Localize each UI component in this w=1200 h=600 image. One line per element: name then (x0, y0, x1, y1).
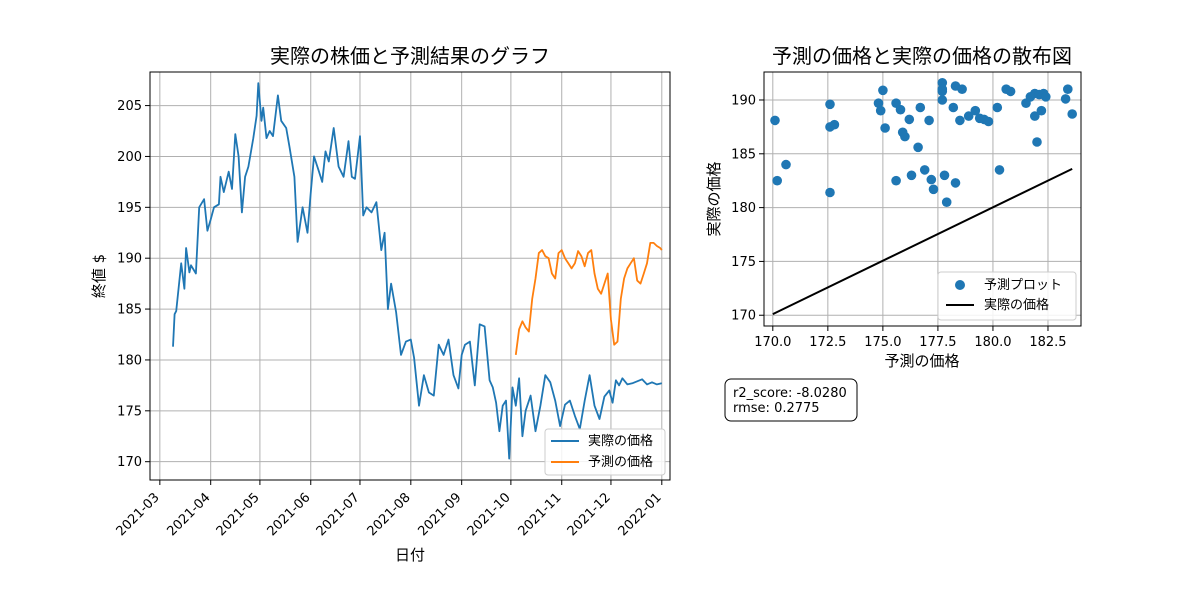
y-tick-label: 200 (117, 150, 142, 165)
scatter-point (873, 98, 884, 108)
scatter-point (941, 197, 952, 207)
scatter-chart-series (770, 78, 1077, 316)
scatter-point (829, 119, 840, 130)
x-tick-label: 182.5 (1029, 335, 1066, 350)
scatter-point (875, 105, 886, 116)
y-tick-label: 170 (731, 309, 756, 324)
legend-label-actual: 実際の価格 (588, 433, 653, 449)
scatter-point (948, 102, 959, 113)
scatter-point (1030, 111, 1040, 121)
x-tick-label: 175.0 (864, 335, 901, 350)
scatter-chart-legend-box (937, 271, 1077, 321)
scatter-point (915, 102, 926, 113)
scatter-point (939, 170, 950, 181)
scatter-point (994, 165, 1005, 175)
y-tick-label: 190 (117, 252, 142, 267)
y-tick-label: 195 (117, 201, 142, 216)
scatter-point (770, 115, 780, 126)
scatter-chart: 予測の価格と実際の価格の散布図 170.0 172.5 175.0 177.5 180.… (705, 44, 1082, 370)
legend-label-reference: 実際の価格 (984, 297, 1049, 313)
scatter-chart-x-ticks: 170.0 172.5 175.0 177.5 180.0 182.5 (754, 326, 1067, 350)
y-tick-label: 170 (117, 455, 142, 470)
scatter-point (895, 104, 906, 115)
x-tick-label: 172.5 (809, 335, 846, 350)
scatter-point (880, 123, 890, 133)
scatter-point (781, 159, 791, 170)
r2-score-text: r2_score: -8.0280 (733, 386, 847, 401)
scatter-point (825, 99, 835, 110)
scatter-point (878, 85, 888, 96)
scatter-chart-frame (763, 71, 1082, 327)
scatter-point (992, 102, 1003, 113)
actual-price-line (172, 82, 662, 460)
scatter-point (937, 95, 948, 105)
scatter-point (926, 174, 937, 185)
scatter-point (919, 165, 930, 175)
line-chart-frame (149, 71, 671, 481)
scatter-point (906, 170, 917, 181)
scatter-point (1041, 92, 1051, 102)
y-tick-label: 185 (731, 147, 756, 162)
stats-box-frame (724, 378, 858, 422)
predicted-price-line (514, 241, 663, 356)
scatter-point (983, 116, 994, 127)
y-tick-label: 175 (117, 404, 142, 419)
legend-swatch-scatter (955, 280, 965, 290)
scatter-chart-legend: 予測プロット 実際の価格 (937, 271, 1077, 321)
scatter-point (913, 142, 923, 153)
scatter-chart-y-ticks: 170 175 180 185 190 (731, 93, 764, 324)
scatter-point (1060, 94, 1071, 104)
line-chart-series (172, 82, 663, 460)
stats-box: r2_score: -8.0280 rmse: 0.2775 (724, 378, 858, 422)
scatter-chart-x-label: 予測の価格 (884, 352, 959, 370)
scatter-point (1067, 109, 1077, 119)
scatter-point (963, 111, 974, 121)
legend-label-scatter: 予測プロット (984, 278, 1062, 293)
scatter-point (924, 115, 934, 126)
y-tick-label: 175 (731, 255, 756, 270)
legend-label-predicted: 予測の価格 (588, 454, 653, 470)
y-tick-label: 190 (731, 93, 756, 108)
scatter-chart-title: 予測の価格と実際の価格の散布図 (772, 44, 1072, 68)
scatter-point (928, 184, 939, 195)
scatter-point (825, 187, 835, 198)
y-tick-label: 205 (117, 99, 142, 114)
line-chart-legend: 実際の価格 予測の価格 (544, 428, 666, 476)
scatter-point (937, 84, 948, 94)
scatter-point (904, 114, 915, 125)
scatter-point (955, 115, 965, 126)
y-tick-label: 180 (117, 353, 142, 368)
scatter-chart-y-label: 実際の価格 (705, 161, 723, 236)
scatter-point (950, 178, 961, 188)
line-chart-title: 実際の株価と予測結果のグラフ (270, 44, 550, 68)
scatter-point (1005, 86, 1016, 97)
scatter-point (1063, 84, 1073, 94)
scatter-point (891, 175, 901, 186)
scatter-point (1036, 105, 1047, 116)
reference-line (772, 167, 1073, 316)
scatter-point (970, 105, 981, 116)
scatter-point (900, 131, 910, 142)
line-chart-y-ticks: 170 175 180 185 190 195 200 205 (117, 99, 150, 470)
y-tick-label: 185 (117, 303, 142, 318)
scatter-point (1032, 137, 1042, 147)
y-tick-label: 180 (731, 201, 756, 216)
line-chart-y-label: 終値 $ (90, 254, 108, 298)
x-tick-label: 177.5 (919, 335, 956, 350)
x-tick-label: 170.0 (754, 335, 791, 350)
scatter-point (957, 84, 967, 94)
rmse-text: rmse: 0.2775 (733, 401, 820, 416)
line-chart-x-label: 日付 (395, 546, 425, 564)
x-tick-label: 180.0 (974, 335, 1011, 350)
scatter-point (772, 175, 782, 186)
